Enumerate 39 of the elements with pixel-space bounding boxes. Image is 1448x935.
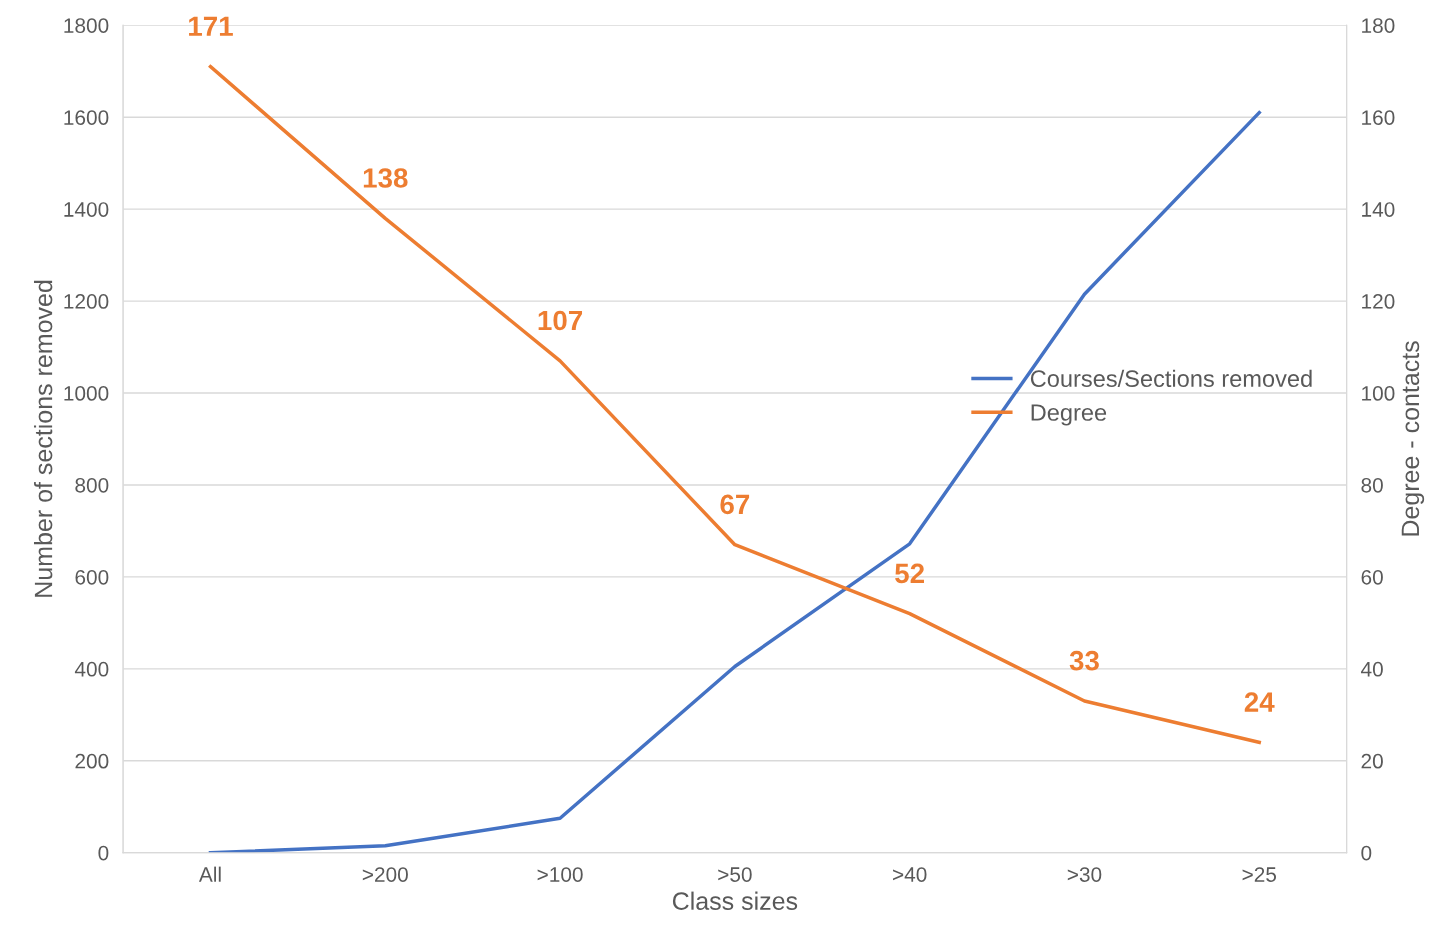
x-tick-label: >25 — [1242, 867, 1277, 882]
legend-label: Courses/Sections removed — [1030, 369, 1312, 388]
y2-tick-label: 80 — [1361, 477, 1383, 493]
x-tick-label: >30 — [1067, 867, 1102, 882]
y-tick-label: 1600 — [64, 110, 109, 125]
y2-tick-label: 20 — [1361, 753, 1383, 769]
y-tick-label: 1000 — [64, 386, 109, 401]
y2-tick-label: 0 — [1361, 845, 1372, 861]
x-tick-label: All — [198, 866, 221, 882]
x-tick-label: >40 — [893, 867, 927, 882]
x-tick-label: >50 — [718, 867, 752, 882]
y2-tick-label: 140 — [1362, 202, 1395, 217]
data-label: 52 — [895, 563, 924, 584]
data-label: 24 — [1244, 692, 1275, 712]
y-tick-label: 0 — [98, 845, 109, 861]
y-tick-label: 1400 — [64, 202, 109, 217]
y2-tick-label: 160 — [1362, 110, 1395, 125]
y2-tick-label: 100 — [1362, 386, 1395, 401]
x-tick-label: >100 — [537, 867, 583, 882]
y-tick-label: 600 — [75, 569, 109, 585]
y2-tick-label: 120 — [1362, 294, 1395, 309]
legend-label: Degree — [1031, 404, 1107, 426]
y2-tick-label: 40 — [1361, 661, 1383, 677]
data-label: 171 — [189, 16, 233, 36]
y-tick-label: 800 — [75, 477, 109, 493]
y2-tick-label: 60 — [1361, 569, 1383, 585]
data-label: 107 — [538, 310, 583, 331]
y-tick-label: 200 — [75, 753, 109, 769]
data-label: 138 — [363, 168, 408, 188]
y-axis-title: Number of sections removed — [33, 280, 53, 597]
data-label: 67 — [720, 494, 750, 515]
y-tick-label: 1200 — [64, 294, 109, 309]
y2-axis-title: Degree - contacts — [1401, 341, 1425, 536]
x-tick-label: >200 — [362, 867, 408, 882]
x-axis-title: Class sizes — [672, 891, 798, 910]
y2-tick-label: 180 — [1362, 18, 1395, 33]
y-tick-label: 1800 — [64, 18, 109, 33]
y-tick-label: 400 — [74, 661, 109, 677]
data-label: 33 — [1069, 650, 1099, 671]
